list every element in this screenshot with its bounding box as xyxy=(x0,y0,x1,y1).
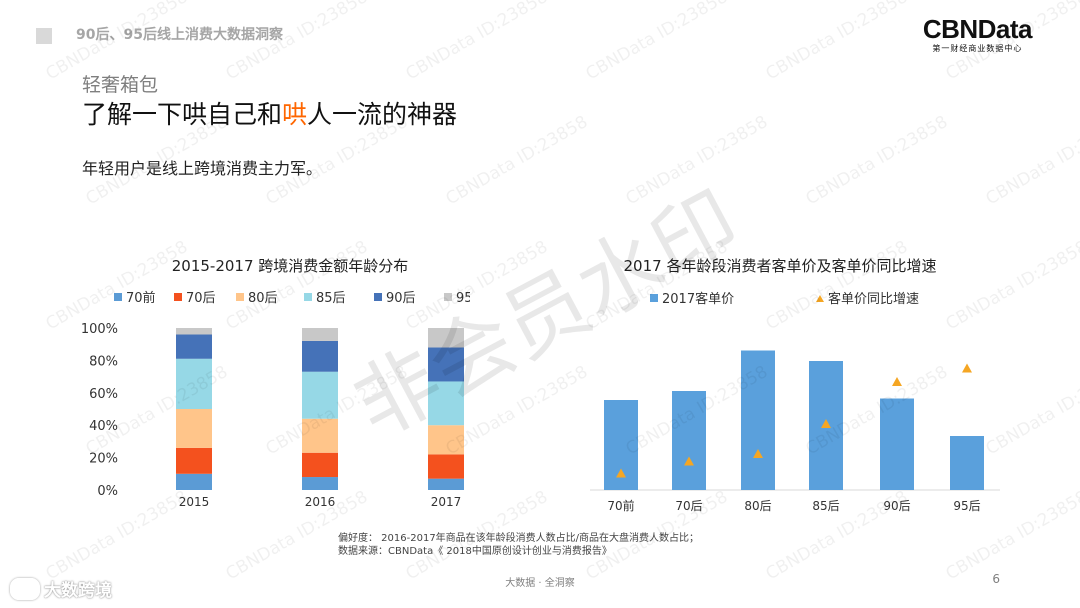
footer-tagline: 大数据 · 全洞察 xyxy=(505,578,575,589)
x-tick-label: 95后 xyxy=(953,499,980,513)
watermark-tile: CBNData ID:23858 xyxy=(443,112,592,209)
cbndata-logo: CBNData 第一财经商业数据中心 xyxy=(922,14,1033,54)
growth-marker-90后 xyxy=(892,377,902,386)
watermark-tile: CBNData ID:23858 xyxy=(583,0,732,84)
legend-swatch-85后 xyxy=(304,293,312,301)
x-tick-label: 70前 xyxy=(607,498,634,513)
logo-sub: 第一财经商业数据中心 xyxy=(932,44,1023,53)
bar-segment-2017-70后 xyxy=(428,454,464,479)
brand-name: 大数跨境 xyxy=(44,581,112,601)
bar-segment-2016-85后 xyxy=(302,371,338,419)
legend-swatch-95后 xyxy=(444,293,452,301)
brand-watermark: 大数跨境 xyxy=(10,576,112,601)
page-number: 6 xyxy=(992,572,1000,586)
growth-marker-95后 xyxy=(962,363,972,373)
bar-segment-2016-70后 xyxy=(302,452,338,478)
legend-swatch-bar xyxy=(650,294,658,302)
title-part-1: 了解一下哄自己和 xyxy=(82,100,283,129)
x-tick-label: 2016 xyxy=(305,495,336,509)
legend-label-95后: 95后 xyxy=(456,291,470,306)
growth-marker-85后 xyxy=(821,419,831,428)
chart1-title: 2015-2017 跨境消费金额年龄分布 xyxy=(171,257,409,275)
x-tick-label: 2017 xyxy=(431,495,462,509)
x-tick-label: 90后 xyxy=(883,499,910,513)
legend-swatch-80后 xyxy=(236,293,244,301)
bar-segment-2016-70前 xyxy=(302,477,338,490)
legend-label-triangle: 客单价同比增速 xyxy=(828,291,919,307)
x-tick-label: 2015 xyxy=(179,495,210,509)
stacked-bar-chart: 70前 70后 80后 85后 90后 95后 0% 20% 40% 60% 80% 100% 2015… xyxy=(81,290,470,509)
bar-segment-2017-85后 xyxy=(428,381,464,426)
bar-90后 xyxy=(880,398,914,490)
legend-label-85后: 85后 xyxy=(316,291,346,306)
watermark-tile: CBNData ID:23858 xyxy=(983,112,1080,209)
bar-segment-2017-95后 xyxy=(428,328,464,348)
watermark-tile: CBNData ID:23858 xyxy=(403,0,552,84)
bar-segment-2015-70后 xyxy=(176,447,212,474)
bar-segment-2015-95后 xyxy=(176,328,212,335)
watermark-tile: CBNData ID:23858 xyxy=(803,112,952,209)
y-tick-label: 60% xyxy=(89,387,118,402)
y-tick-label: 0% xyxy=(97,484,118,499)
legend-swatch-90后 xyxy=(374,293,382,301)
page-title: 了解一下哄自己和哄人一流的神器 xyxy=(82,95,457,131)
bar-segment-2017-90后 xyxy=(428,347,464,382)
x-tick-label: 85后 xyxy=(812,499,839,513)
legend-swatch-70前 xyxy=(114,293,122,301)
bar-segment-2016-90后 xyxy=(302,340,338,372)
y-tick-label: 100% xyxy=(81,322,118,337)
summary-text: 年轻用户是线上跨境消费主力军。 xyxy=(82,159,323,178)
title-part-2: 人一流的神器 xyxy=(307,100,458,129)
bar-80后 xyxy=(741,350,775,490)
x-tick-label: 80后 xyxy=(744,499,771,513)
legend-label-70后: 70后 xyxy=(186,291,216,306)
bar-95后 xyxy=(950,436,984,490)
chart2-title: 2017 各年龄段消费者客单价及客单价同比增速 xyxy=(623,257,937,275)
bar-segment-2016-95后 xyxy=(302,328,338,341)
footnote: 偏好度： 2016-2017年商品在该年龄段消费人数占比/商品在大盘消费人数占比… xyxy=(338,532,699,558)
section-kicker: 轻奢箱包 xyxy=(82,74,159,96)
watermark-tile: CBNData ID:23858 xyxy=(763,0,912,84)
bar-segment-2016-80后 xyxy=(302,418,338,453)
legend-label-bar: 2017客单价 xyxy=(662,291,734,307)
y-tick-label: 40% xyxy=(89,419,118,434)
legend-label-90后: 90后 xyxy=(386,291,416,306)
brand-logo-icon xyxy=(10,577,40,600)
bar-70后 xyxy=(672,391,706,490)
growth-marker-70后 xyxy=(684,456,694,466)
bar-segment-2015-90后 xyxy=(176,334,212,359)
logo-main: CBNData xyxy=(922,14,1033,44)
y-tick-label: 20% xyxy=(89,452,118,467)
bar-segment-2017-70前 xyxy=(428,478,464,490)
bar-segment-2017-80后 xyxy=(428,425,464,455)
y-tick-label: 80% xyxy=(89,354,118,369)
watermark-tile: CBNData ID:23858 xyxy=(623,112,772,209)
title-highlight: 哄 xyxy=(282,100,308,129)
header-title: 90后、95后线上消费大数据洞察 xyxy=(76,27,283,43)
bar-segment-2015-70前 xyxy=(176,473,212,490)
bar-segment-2015-80后 xyxy=(176,409,212,448)
legend-swatch-70后 xyxy=(174,293,182,301)
growth-marker-80后 xyxy=(753,449,763,458)
footnote-line-1: 偏好度： 2016-2017年商品在该年龄段消费人数占比/商品在大盘消费人数占比… xyxy=(338,533,700,544)
bar-triangle-chart: 2017客单价 客单价同比增速 70前 70后 80后 85后 90后 95后 xyxy=(590,291,1000,513)
header-square xyxy=(36,28,52,44)
footnote-line-2: 数据来源：CBNData《 2018中国原创设计创业与消费报告》 xyxy=(338,546,612,557)
growth-marker-70前 xyxy=(616,468,626,478)
legend-label-80后: 80后 xyxy=(248,291,278,306)
legend-label-70前: 70前 xyxy=(126,290,156,306)
x-tick-label: 70后 xyxy=(675,499,702,513)
legend-triangle-icon xyxy=(816,295,824,302)
bar-segment-2015-85后 xyxy=(176,358,212,409)
